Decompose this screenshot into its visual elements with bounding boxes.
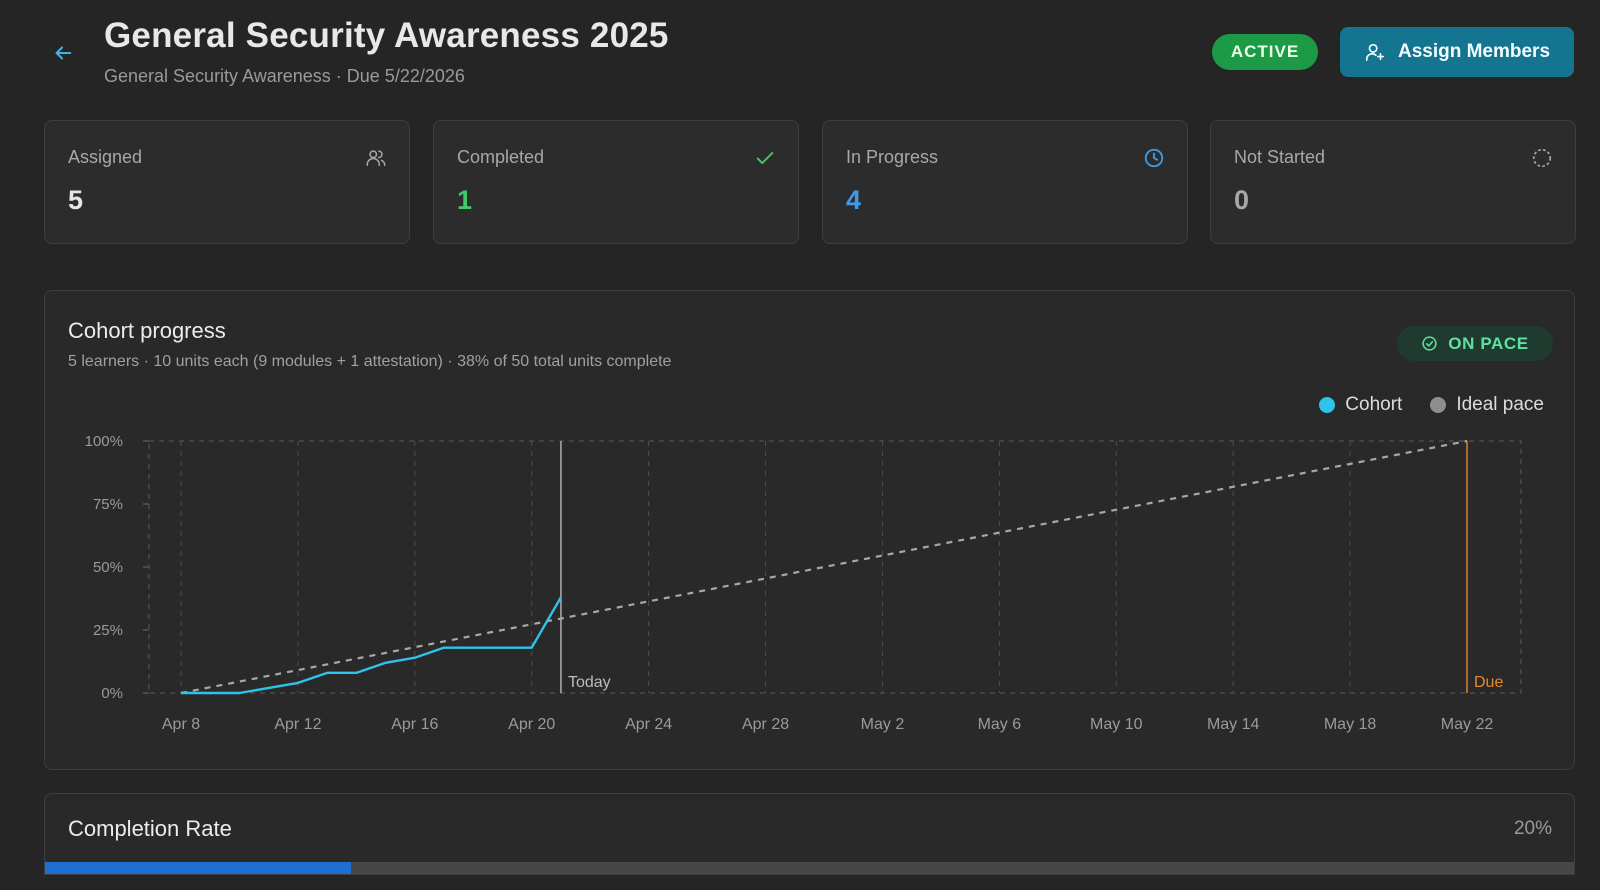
page-title: General Security Awareness 2025 [104,16,669,55]
cohort-line [181,596,562,695]
cohort-progress-card: 0% 25% 50% 75% 100% Apr 8 Apr 12 Apr 16 Apr 20 Ap… [44,290,1575,770]
stat-card-assigned: Assigned 5 [44,120,410,244]
x-tick-label: May 6 [978,716,1022,733]
y-tick-label: 75% [93,496,123,513]
stat-value: 5 [68,185,84,215]
completion-progress-fill [45,862,351,874]
x-tick-label: Apr 20 [508,716,555,733]
dashed-circle-icon [1532,148,1552,168]
stat-card-not-started: Not Started 0 [1210,120,1576,244]
assign-members-button[interactable]: Assign Members [1340,27,1574,77]
check-icon [756,152,774,164]
legend-item-cohort: Cohort [1319,394,1402,416]
arrow-left-icon [55,46,72,60]
due-label: Due [1474,674,1503,691]
x-tick-label: May 2 [861,716,905,733]
legend-label: Ideal pace [1456,394,1544,415]
legend-swatch [1319,397,1336,413]
x-tick-label: Apr 8 [162,716,200,733]
stat-label: In Progress [846,147,939,167]
chart-subtitle: 5 learners · 10 units each (9 modules + … [68,353,672,370]
pace-badge: ON PACE [1397,326,1553,361]
cohort-chart: 0% 25% 50% 75% 100% Apr 8 Apr 12 Apr 16 Apr 20 Ap… [85,433,1522,733]
x-tick-label: May 22 [1441,716,1494,733]
stat-card-completed: Completed 1 [433,120,799,244]
x-tick-label: Apr 28 [742,716,789,733]
clock-icon [1144,148,1164,168]
stat-value: 4 [846,185,862,215]
legend-swatch [1430,397,1447,413]
stat-value: 0 [1234,185,1250,215]
y-tick-label: 50% [93,559,123,576]
x-tick-label: Apr 16 [391,716,438,733]
back-button[interactable] [48,38,78,68]
x-tick-label: Apr 12 [274,716,321,733]
add-user-icon [1365,43,1385,62]
x-tick-label: May 14 [1207,716,1260,733]
x-tick-label: May 10 [1090,716,1143,733]
x-tick-label: May 18 [1324,716,1377,733]
completion-title: Completion Rate [68,816,232,841]
y-tick-label: 0% [101,685,123,702]
stat-label: Not Started [1234,147,1326,167]
stat-value: 1 [457,185,473,215]
completion-rate-card: Completion Rate 20% [44,793,1575,875]
stat-label: Completed [457,147,545,167]
today-label: Today [568,674,611,691]
chart-title: Cohort progress [68,318,226,343]
chart-legend: Cohort Ideal pace [1319,394,1544,416]
x-tick-label: Apr 24 [625,716,672,733]
page-subtitle: General Security Awareness · Due 5/22/20… [104,66,465,86]
legend-item-ideal-pace: Ideal pace [1430,394,1544,416]
assign-members-label: Assign Members [1397,41,1551,62]
status-badge: ACTIVE [1212,34,1318,70]
users-icon [366,150,386,167]
completion-value: 20% [1513,818,1552,839]
legend-label: Cohort [1345,394,1403,415]
y-tick-label: 100% [85,433,123,450]
pace-badge-label: ON PACE [1448,333,1529,353]
plot-frame [148,440,1522,694]
stat-label: Assigned [68,147,143,167]
check-circle-icon [1422,336,1437,351]
ideal-pace-line [180,439,1468,695]
completion-progress-bar [45,862,1574,874]
y-tick-label: 25% [93,622,123,639]
stat-card-in-progress: In Progress 4 [822,120,1188,244]
